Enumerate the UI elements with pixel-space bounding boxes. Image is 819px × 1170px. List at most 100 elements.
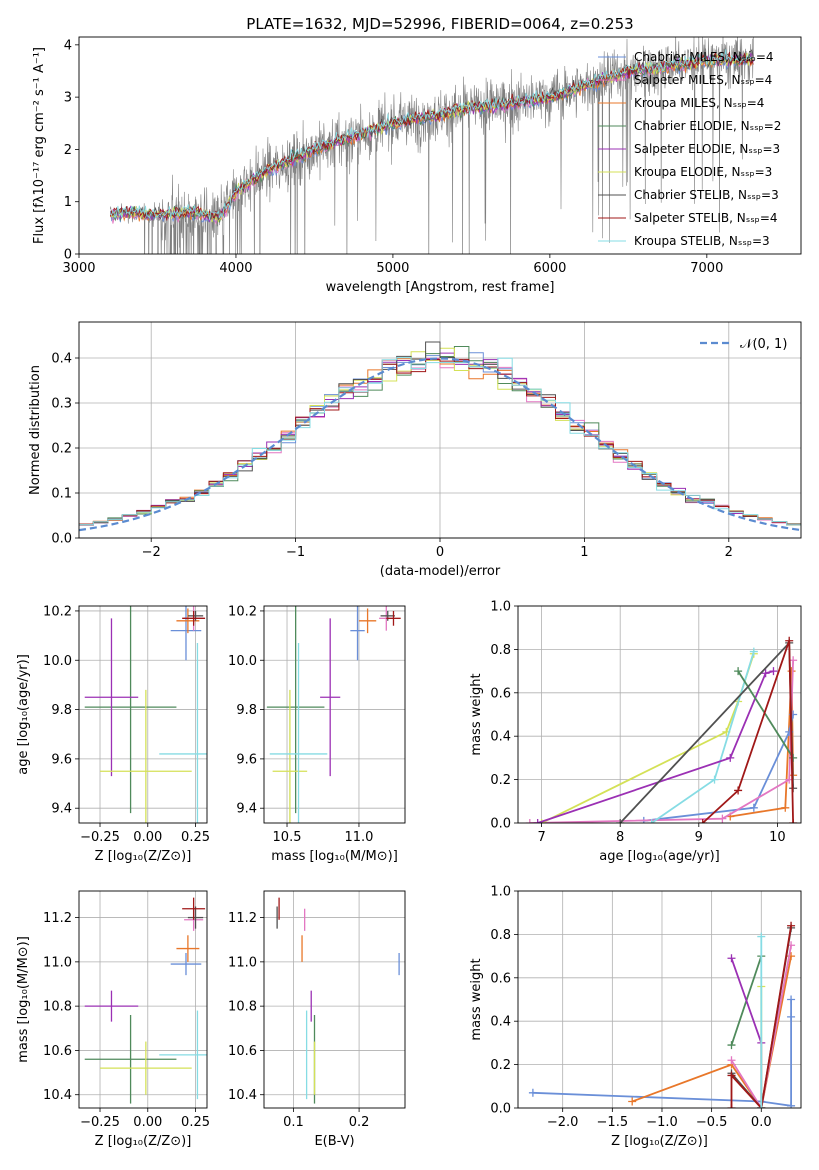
y-tick-label: 0 (64, 248, 72, 263)
y-tick-label: 0.8 (490, 928, 511, 943)
x-tick-label: −2.0 (547, 1115, 579, 1130)
y-tick-label: 10.4 (43, 1088, 72, 1103)
y-tick-label: 10.2 (228, 604, 257, 619)
weight-marker (727, 1056, 736, 1065)
x-tick-label: 4000 (219, 261, 252, 276)
x-tick-label: 0.2 (349, 1115, 370, 1130)
y-tick-label: 9.4 (51, 802, 72, 817)
y-tick-label: 11.0 (228, 955, 257, 970)
panel-massweight_vs_age: 7 8 9 10 0.0 0.2 0.4 0.6 0.8 1.0 age [log₁₀(age/yr… (469, 600, 802, 864)
y-tick-label: 0.0 (490, 817, 511, 832)
legend-label: Kroupa STELIB, Nₛₛₚ=3 (634, 234, 770, 248)
y-tick-label: 3 (64, 91, 72, 106)
legend-label: Chabrier ELODIE, Nₛₛₚ=2 (634, 119, 781, 133)
y-tick-label: 0.2 (490, 1058, 511, 1073)
weight-marker (533, 819, 542, 823)
y-tick-label: 10.4 (228, 1088, 257, 1103)
x-tick-label: 8 (616, 830, 624, 845)
y-tick-label: 10.6 (43, 1044, 72, 1059)
y-tick-label: 0.2 (490, 773, 511, 788)
y-axis-label: age [log₁₀(age/yr)] (16, 654, 31, 775)
weight-marker (749, 803, 758, 812)
x-axis-label: age [log₁₀(age/yr)] (599, 849, 720, 864)
x-tick-label: 7000 (690, 261, 723, 276)
y-axis-label: Flux [fλ10⁻¹⁷ erg cm⁻² s⁻¹ A⁻¹] (32, 47, 47, 244)
axes-frame (517, 605, 802, 824)
weight-marker (781, 803, 790, 812)
y-axis-label: mass weight (469, 673, 484, 755)
panel-mass_vs_EBV: 0.1 0.2 10.4 10.6 10.8 11.0 11.2 E(B-V) (228, 890, 406, 1149)
x-tick-label: −1.5 (597, 1115, 629, 1130)
panels: 3000 4000 5000 6000 7000 0 1 2 3 4 wavelength [Ang… (16, 36, 802, 1149)
y-tick-label: 9.6 (236, 752, 257, 767)
panel-age_vs_mass: 10.5 11.0 9.4 9.6 9.8 10.0 10.2 mass [log₁₀(M/M… (228, 604, 406, 864)
plot-area-age_vs_Z (84, 606, 207, 823)
normal-curve (79, 357, 801, 532)
y-tick-label: 10.8 (228, 1000, 257, 1015)
y-tick-label: 10.6 (228, 1044, 257, 1059)
y-tick-label: 2 (64, 143, 72, 158)
x-tick-label: 6000 (533, 261, 566, 276)
weight-marker (628, 1097, 637, 1106)
y-tick-label: 0.8 (490, 643, 511, 658)
y-tick-label: 0.0 (51, 532, 72, 547)
weight-marker (727, 954, 736, 963)
axes-frame (78, 605, 208, 824)
x-tick-label: −2 (142, 545, 161, 560)
x-axis-label: Z [log₁₀(Z/Z⊙)] (95, 1134, 192, 1149)
y-tick-label: 0.6 (490, 971, 511, 986)
y-tick-label: 9.8 (51, 703, 72, 718)
y-tick-label: 0.1 (51, 487, 72, 502)
panel-massweight_vs_Z: −2.0 −1.5 −1.0 −0.5 0.0 0.0 0.2 0.4 0.6 0.8 1.0 Z [… (469, 885, 802, 1149)
x-tick-label: 3000 (62, 261, 95, 276)
x-axis-label: (data-model)/error (380, 564, 501, 579)
panel-age_vs_Z: −0.25 0.00 0.25 9.4 9.6 9.8 10.0 10.2 Z [log₁₀(Z… (16, 604, 210, 864)
y-tick-label: 9.6 (51, 752, 72, 767)
weight-marker (761, 669, 770, 678)
x-tick-label: 5000 (376, 261, 409, 276)
weight-marker (789, 819, 798, 823)
y-tick-label: 10.8 (43, 1000, 72, 1015)
x-axis-label: wavelength [Angstrom, rest frame] (326, 280, 555, 295)
panel-residuals: −2 −1 0 1 2 0.0 0.1 0.2 0.3 0.4 (data-model)/error… (28, 321, 802, 579)
x-tick-label: 11.0 (344, 830, 373, 845)
y-tick-label: 9.8 (236, 703, 257, 718)
weight-marker (787, 921, 796, 930)
weight-marker (734, 786, 743, 795)
weight-marker (616, 819, 625, 823)
plot-area-mass_vs_Z (84, 897, 207, 1104)
weight-series (631, 955, 792, 1108)
x-tick-label: 0.25 (181, 1115, 210, 1130)
plot-area-age_vs_mass (266, 606, 401, 823)
y-tick-label: 0.4 (490, 730, 511, 745)
y-tick-label: 11.0 (43, 955, 72, 970)
x-tick-label: 0.00 (133, 830, 162, 845)
x-tick-label: 1 (580, 545, 588, 560)
weight-series (730, 925, 792, 1108)
weight-series (537, 670, 774, 823)
x-tick-label: −1 (286, 545, 305, 560)
y-tick-label: 0.3 (51, 397, 72, 412)
legend-label: Salpeter STELIB, Nₛₛₚ=4 (634, 211, 778, 225)
y-tick-label: 10.0 (228, 654, 257, 669)
y-tick-label: 1.0 (490, 600, 511, 615)
x-tick-label: 9 (695, 830, 703, 845)
x-tick-label: −1.0 (646, 1115, 678, 1130)
x-tick-label: 0.00 (133, 1115, 162, 1130)
y-tick-label: 1.0 (490, 885, 511, 900)
legend-label: Kroupa ELODIE, Nₛₛₚ=3 (634, 165, 772, 179)
weight-marker (647, 819, 656, 823)
legend-label: Chabrier STELIB, Nₛₛₚ=3 (634, 188, 779, 202)
x-tick-label: 0 (436, 545, 444, 560)
model-spectrum (110, 48, 754, 221)
x-axis-label: E(B-V) (314, 1134, 354, 1149)
legend-label: Chabrier MILES, Nₛₛₚ=4 (634, 50, 774, 64)
x-tick-label: −0.25 (80, 830, 120, 845)
weight-marker (734, 667, 743, 676)
weight-marker (769, 667, 778, 676)
weight-marker (727, 1104, 736, 1108)
weight-series (702, 640, 794, 823)
plot-area-residuals (79, 341, 801, 532)
legend-label: Salpeter ELODIE, Nₛₛₚ=3 (634, 142, 780, 156)
